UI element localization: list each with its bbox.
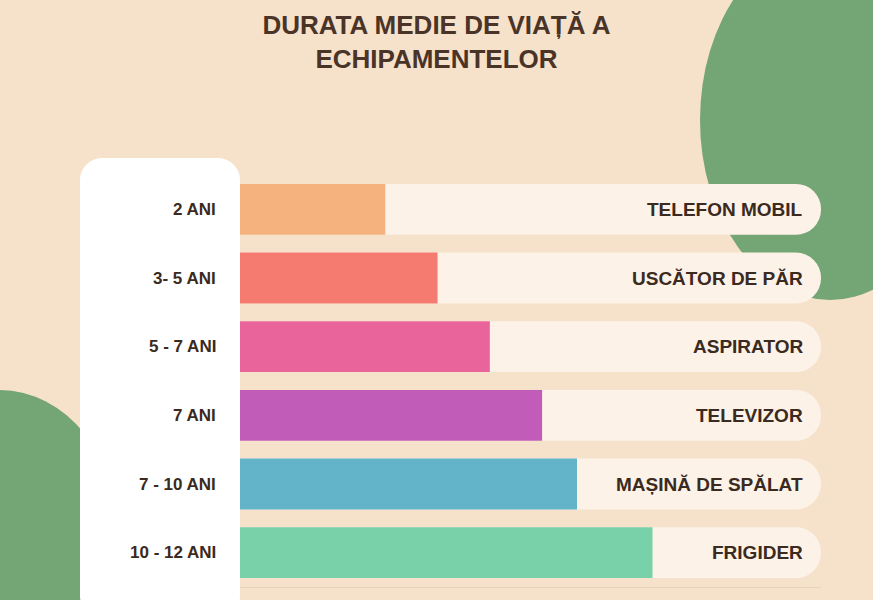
svg-text:DURATA MEDIE DE VIAȚĂ AECHIPAM: DURATA MEDIE DE VIAȚĂ AECHIPAMENTELOR <box>262 10 610 74</box>
svg-text:FRIGIDER: FRIGIDER <box>712 542 803 563</box>
svg-text:10 - 12 ANI: 10 - 12 ANI <box>130 543 216 562</box>
svg-text:3- 5 ANI: 3- 5 ANI <box>153 269 216 288</box>
svg-text:TELEFON MOBIL: TELEFON MOBIL <box>647 199 803 220</box>
svg-text:2 ANI: 2 ANI <box>173 200 216 219</box>
svg-text:USCĂTOR DE PĂR: USCĂTOR DE PĂR <box>632 268 803 289</box>
svg-text:7 ANI: 7 ANI <box>173 406 216 425</box>
svg-text:5 - 7 ANI: 5 - 7 ANI <box>149 337 216 356</box>
svg-text:7 - 10 ANI: 7 - 10 ANI <box>139 475 216 494</box>
svg-text:MAȘINĂ DE SPĂLAT: MAȘINĂ DE SPĂLAT <box>616 474 803 495</box>
svg-text:ASPIRATOR: ASPIRATOR <box>693 336 803 357</box>
svg-text:TELEVIZOR: TELEVIZOR <box>696 405 803 426</box>
